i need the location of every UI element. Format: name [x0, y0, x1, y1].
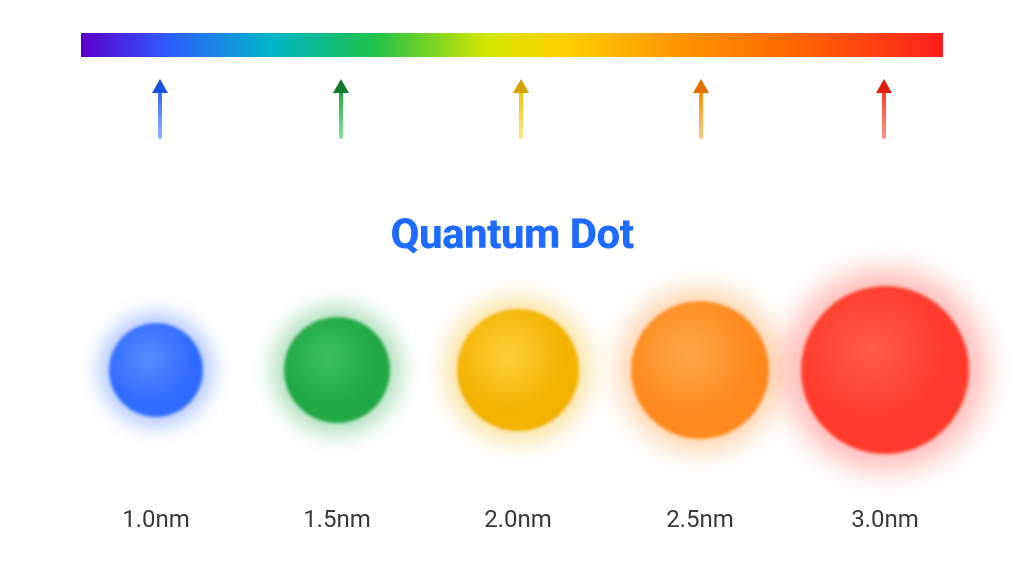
size-label-3: 2.5nm: [640, 505, 760, 533]
size-label-1: 1.5nm: [277, 505, 397, 533]
quantum-dot-2: [457, 309, 579, 431]
quantum-dot-1: [284, 317, 390, 423]
arrow-head-icon: [513, 79, 529, 93]
arrow-shaft: [699, 91, 703, 139]
quantum-dot-3: [631, 301, 769, 439]
quantum-dot-0: [109, 323, 203, 417]
wavelength-arrow-4: [883, 79, 884, 139]
arrow-head-icon: [152, 79, 168, 93]
arrow-head-icon: [333, 79, 349, 93]
arrow-shaft: [519, 91, 523, 139]
arrow-head-icon: [876, 79, 892, 93]
wavelength-arrow-2: [520, 79, 521, 139]
quantum-dot-infographic: { "layout": { "width": 1024, "height": 5…: [0, 0, 1024, 576]
spectrum-bar: [81, 33, 943, 57]
infographic-title: Quantum Dot: [0, 210, 1024, 259]
size-label-0: 1.0nm: [96, 505, 216, 533]
size-label-4: 3.0nm: [825, 505, 945, 533]
arrow-head-icon: [693, 79, 709, 93]
arrow-shaft: [882, 91, 886, 139]
size-label-2: 2.0nm: [458, 505, 578, 533]
arrow-shaft: [339, 91, 343, 139]
wavelength-arrow-0: [159, 79, 160, 139]
wavelength-arrow-1: [340, 79, 341, 139]
quantum-dot-4: [801, 286, 969, 454]
wavelength-arrow-3: [700, 79, 701, 139]
arrow-shaft: [158, 91, 162, 139]
